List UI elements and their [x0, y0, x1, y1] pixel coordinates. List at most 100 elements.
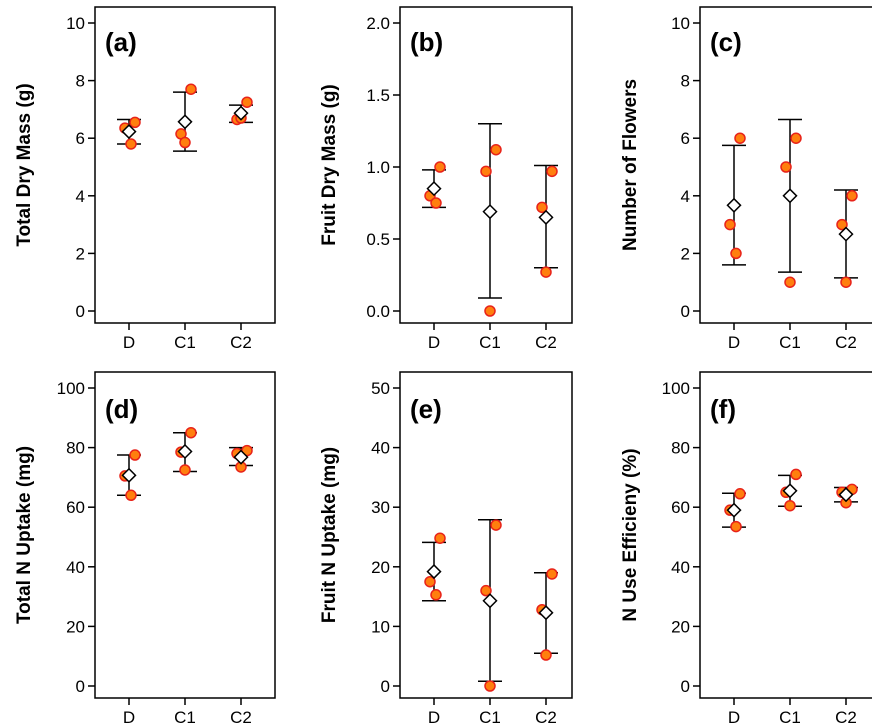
- mean-marker: [482, 204, 498, 220]
- mean-marker: [233, 105, 249, 121]
- y-tick-label: 0.0: [366, 302, 390, 321]
- y-axis-label: Total N Uptake (mg): [14, 446, 35, 624]
- mean-marker: [233, 449, 249, 465]
- y-tick-label: 0: [681, 302, 690, 321]
- mean-marker: [426, 181, 442, 197]
- data-point: [484, 680, 496, 692]
- mean-marker: [782, 483, 798, 499]
- y-tick-label: 80: [671, 439, 690, 458]
- y-tick-label: 40: [671, 558, 690, 577]
- data-point: [185, 426, 197, 439]
- data-point: [790, 132, 802, 144]
- data-point: [730, 520, 742, 533]
- data-point: [129, 116, 141, 129]
- panel-label: (b): [410, 27, 443, 57]
- y-tick-label: 100: [57, 379, 85, 398]
- data-point: [846, 190, 858, 202]
- x-tick-label: C2: [230, 708, 252, 727]
- y-tick-label: 60: [66, 498, 85, 517]
- y-tick-label: 60: [671, 498, 690, 517]
- y-tick-label: 10: [671, 14, 690, 33]
- plot-frame: [399, 371, 573, 699]
- x-tick-label: C1: [174, 333, 196, 352]
- x-tick-label: C1: [479, 333, 501, 352]
- mean-marker: [726, 502, 742, 518]
- data-point: [790, 468, 802, 481]
- y-tick-label: 80: [66, 439, 85, 458]
- data-point: [734, 132, 746, 144]
- data-point: [540, 266, 552, 278]
- y-tick-label: 40: [66, 558, 85, 577]
- y-tick-label: 10: [371, 617, 390, 636]
- data-point: [125, 489, 137, 502]
- data-point: [484, 305, 496, 317]
- y-tick-label: 2.0: [366, 14, 390, 33]
- panel-label: (e): [410, 394, 442, 424]
- data-point: [125, 138, 137, 150]
- data-point: [480, 165, 492, 178]
- y-tick-label: 0.5: [366, 230, 390, 249]
- data-point: [546, 165, 558, 178]
- y-tick-label: 2: [681, 244, 690, 263]
- x-tick-label: D: [123, 333, 135, 352]
- y-axis-label: Total Dry Mass (g): [14, 83, 35, 246]
- data-point: [540, 649, 552, 661]
- y-tick-label: 4: [76, 187, 85, 206]
- data-point: [490, 143, 502, 156]
- data-point: [179, 464, 191, 476]
- data-point: [536, 201, 548, 214]
- data-point: [836, 218, 848, 231]
- data-point: [784, 499, 796, 512]
- y-tick-label: 100: [662, 379, 690, 398]
- mean-marker: [838, 226, 854, 242]
- mean-marker: [838, 487, 854, 503]
- data-point: [430, 589, 442, 601]
- x-tick-label: C2: [230, 333, 252, 352]
- panel-b: (b) Fruit Dry Mass (g) 0.0 0.5 1.0 1.5 2.0 D C…: [319, 6, 573, 352]
- x-tick-label: C2: [835, 333, 857, 352]
- mean-marker: [426, 564, 442, 580]
- x-tick-label: C1: [174, 708, 196, 727]
- data-point: [490, 519, 502, 531]
- data-point: [241, 96, 253, 108]
- panel-label: (c): [710, 27, 742, 57]
- panel-label: (a): [105, 27, 137, 57]
- mean-marker: [782, 188, 798, 204]
- mean-marker: [482, 593, 498, 609]
- x-tick-label: C1: [479, 708, 501, 727]
- y-axis-label: Fruit N Uptake (mg): [319, 447, 340, 623]
- data-point: [434, 532, 446, 544]
- x-tick-label: C2: [835, 708, 857, 727]
- y-tick-label: 2: [76, 244, 85, 263]
- data-point: [734, 488, 746, 500]
- panel-d: (d) Total N Uptake (mg) 0 20 40 60 80 100 D C1 C…: [14, 371, 276, 727]
- mean-marker: [726, 197, 742, 213]
- y-tick-label: 20: [66, 617, 85, 636]
- y-tick-label: 0: [381, 677, 390, 696]
- x-tick-label: D: [728, 333, 740, 352]
- panel-e: (e) Fruit N Uptake (mg) 0 10 20 30 40 50 D C1 C2: [319, 371, 573, 727]
- y-axis-label: Fruit Dry Mass (g): [319, 84, 340, 246]
- y-tick-label: 0: [681, 677, 690, 696]
- panel-label: (d): [105, 394, 138, 424]
- y-tick-label: 6: [76, 129, 85, 148]
- y-tick-label: 4: [681, 187, 690, 206]
- y-tick-label: 1.0: [366, 158, 390, 177]
- x-tick-label: C2: [535, 333, 557, 352]
- x-tick-label: D: [428, 333, 440, 352]
- x-tick-label: C2: [535, 708, 557, 727]
- data-point: [784, 276, 796, 288]
- x-tick-label: C1: [779, 333, 801, 352]
- y-axis-label: Number of Flowers: [620, 79, 641, 251]
- data-point: [840, 276, 852, 288]
- y-tick-label: 20: [371, 558, 390, 577]
- y-tick-label: 8: [76, 72, 85, 91]
- y-tick-label: 30: [371, 498, 390, 517]
- panel-c: (c) Number of Flowers 0 2 4 6 8 10 D C1 C2: [620, 6, 872, 352]
- mean-marker: [121, 467, 137, 483]
- mean-marker: [538, 605, 554, 621]
- data-point: [424, 575, 436, 588]
- y-tick-label: 8: [681, 72, 690, 91]
- x-tick-label: D: [428, 708, 440, 727]
